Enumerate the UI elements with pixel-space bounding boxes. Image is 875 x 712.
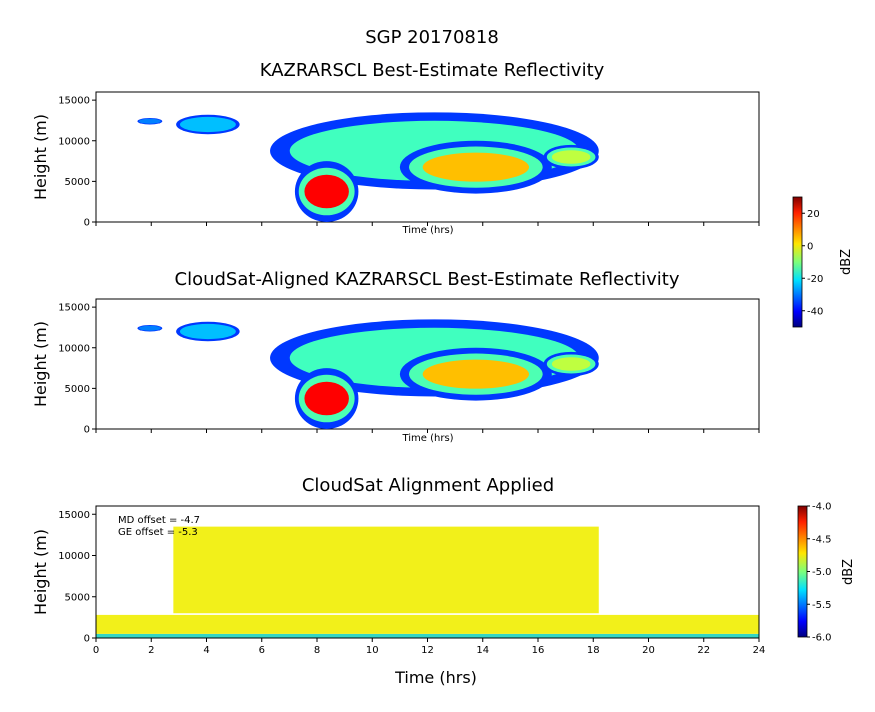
panel-2: 0 5000 10000 15000 Height (m) Time (hrs) bbox=[31, 298, 760, 444]
x-tick-label: 4 bbox=[203, 645, 209, 656]
panel-2-echo-regions bbox=[137, 319, 599, 429]
x-tick-label: 14 bbox=[476, 645, 489, 656]
colorbar-2-label: dBZ bbox=[841, 559, 856, 585]
panel-2-y-label: Height (m) bbox=[31, 321, 50, 407]
colorbar-tick-label: -4.0 bbox=[812, 502, 832, 513]
colorbar-tick-label: -40 bbox=[807, 306, 823, 317]
echo-region-core bbox=[304, 174, 349, 209]
colorbar-2-ticks: -4.0 -4.5 -5.0 -5.5 -6.0 bbox=[807, 502, 832, 644]
alignment-layer bbox=[173, 526, 599, 614]
colorbar-tick-label: -5.0 bbox=[812, 567, 832, 578]
panel-3-y-label: Height (m) bbox=[31, 529, 50, 615]
panel-1-echo-regions bbox=[137, 112, 599, 222]
panel-1: 0 5000 10000 15000 Height (m) Time (hrs) bbox=[31, 91, 760, 236]
panel-1-x-label: Time (hrs) bbox=[401, 225, 453, 236]
x-tick-label: 16 bbox=[532, 645, 545, 656]
colorbar-2-bar bbox=[797, 505, 808, 638]
x-tick-label: 18 bbox=[587, 645, 600, 656]
y-tick-label: 5000 bbox=[65, 592, 90, 603]
x-tick-label: 12 bbox=[421, 645, 434, 656]
alignment-layer bbox=[96, 614, 759, 634]
x-tick-label: 24 bbox=[753, 645, 766, 656]
panel-3-x-label: Time (hrs) bbox=[394, 668, 477, 687]
colorbar-tick-label: -5.5 bbox=[812, 600, 832, 611]
panel-2-x-label: Time (hrs) bbox=[401, 433, 453, 444]
panel-2-title: CloudSat-Aligned KAZRARSCL Best-Estimate… bbox=[175, 269, 680, 290]
colorbar-tick-label: 20 bbox=[807, 209, 820, 220]
echo-region-core bbox=[422, 152, 530, 182]
y-tick-label: 0 bbox=[84, 218, 90, 229]
x-tick-label: 10 bbox=[366, 645, 379, 656]
y-tick-label: 5000 bbox=[65, 177, 90, 188]
x-tick-label: 22 bbox=[697, 645, 710, 656]
panel-1-y-label: Height (m) bbox=[31, 114, 50, 200]
x-tick-label: 8 bbox=[314, 645, 320, 656]
y-tick-label: 15000 bbox=[58, 96, 90, 107]
x-tick-label: 2 bbox=[148, 645, 154, 656]
y-tick-label: 10000 bbox=[58, 551, 90, 562]
figure-title-line1: SGP 20170818 bbox=[365, 27, 499, 48]
colorbar-tick-label: -4.5 bbox=[812, 534, 832, 545]
y-tick-label: 15000 bbox=[58, 510, 90, 521]
echo-region-core bbox=[551, 150, 591, 164]
panel-3-x-ticks: 0 2 4 6 8 10 12 14 16 18 20 22 24 bbox=[93, 638, 766, 656]
y-tick-label: 10000 bbox=[58, 136, 90, 147]
y-tick-label: 15000 bbox=[58, 303, 90, 314]
y-tick-label: 0 bbox=[84, 425, 90, 436]
echo-region-core bbox=[141, 326, 159, 331]
ge-offset-annotation: GE offset = -5.3 bbox=[118, 527, 198, 538]
panel-2-y-ticks: 0 5000 10000 15000 bbox=[58, 303, 760, 436]
alignment-layer bbox=[96, 633, 759, 638]
echo-region-core bbox=[304, 381, 349, 416]
panel-1-y-ticks: 0 5000 10000 15000 bbox=[58, 96, 760, 229]
x-tick-label: 0 bbox=[93, 645, 99, 656]
colorbar-1: 20 0 -20 -40 dBZ bbox=[792, 196, 854, 328]
colorbar-1-bar bbox=[792, 196, 803, 328]
y-tick-label: 10000 bbox=[58, 343, 90, 354]
panel-3-y-ticks: 0 5000 10000 15000 bbox=[58, 510, 96, 645]
colorbar-tick-label: -20 bbox=[807, 274, 823, 285]
colorbar-1-ticks: 20 0 -20 -40 bbox=[802, 209, 823, 317]
echo-region-core bbox=[185, 326, 231, 337]
echo-region-core bbox=[141, 119, 159, 124]
figure-title-line2: KAZRARSCL Best-Estimate Reflectivity bbox=[260, 60, 605, 81]
colorbar-1-label: dBZ bbox=[839, 249, 854, 275]
echo-region-core bbox=[185, 119, 231, 130]
colorbar-2: -4.0 -4.5 -5.0 -5.5 -6.0 dBZ bbox=[797, 502, 856, 644]
panel-3-layers bbox=[96, 526, 759, 638]
panel-3-title: CloudSat Alignment Applied bbox=[302, 475, 554, 496]
x-tick-label: 20 bbox=[642, 645, 655, 656]
y-tick-label: 0 bbox=[84, 634, 90, 645]
colorbar-tick-label: -6.0 bbox=[812, 633, 832, 644]
colorbar-tick-label: 0 bbox=[807, 241, 813, 252]
y-tick-label: 5000 bbox=[65, 384, 90, 395]
echo-region-core bbox=[422, 359, 530, 389]
x-tick-label: 6 bbox=[259, 645, 265, 656]
echo-region-core bbox=[551, 357, 591, 371]
md-offset-annotation: MD offset = -4.7 bbox=[118, 515, 200, 526]
